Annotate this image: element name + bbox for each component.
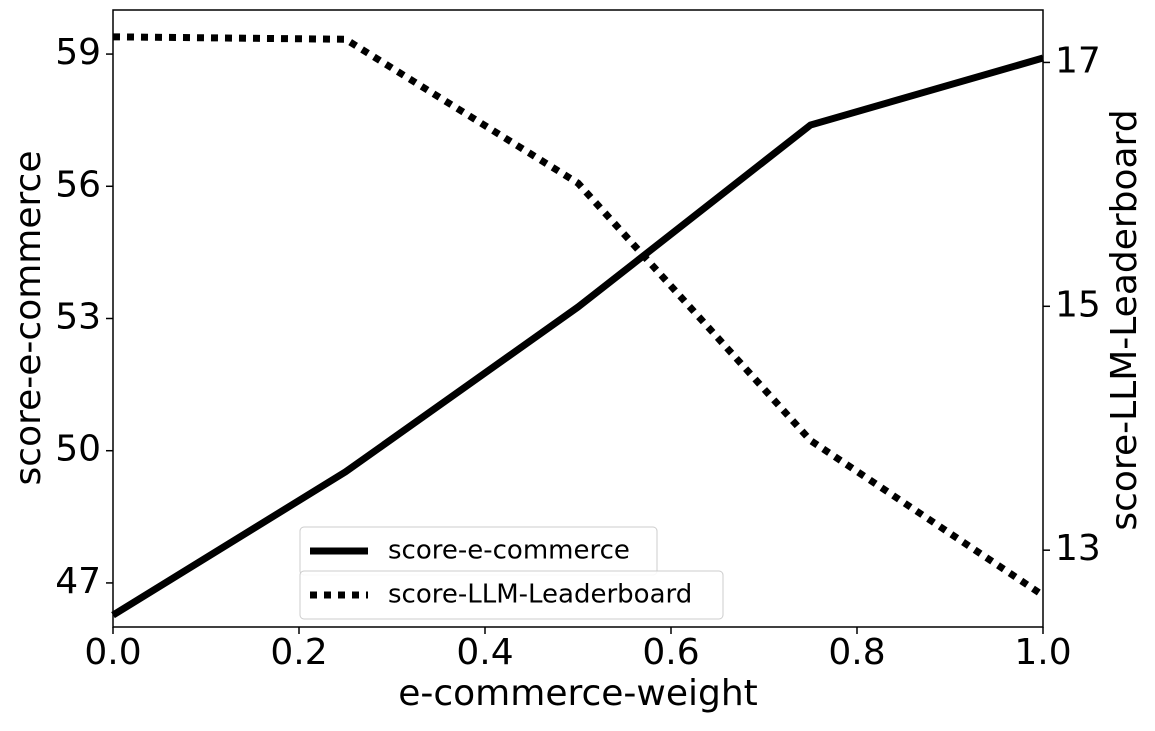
x-axis-label: e-commerce-weight — [398, 673, 758, 714]
x-tick-label: 1.0 — [1014, 632, 1071, 673]
y-tick-label: 56 — [55, 164, 101, 205]
y-tick-label: 50 — [55, 429, 101, 470]
legend-box — [299, 570, 724, 620]
y2-tick-label: 17 — [1055, 40, 1101, 81]
legend-label: score-LLM-Leaderboard — [388, 580, 692, 610]
y-tick-label: 59 — [55, 32, 101, 73]
plot-frame — [112, 9, 1044, 628]
y-tick-label: 53 — [55, 297, 101, 338]
x-tick-label: 0.2 — [270, 632, 327, 673]
series-line — [112, 33, 1045, 599]
y2-tick-label: 15 — [1055, 284, 1101, 325]
x-tick-label: 0.0 — [84, 632, 141, 673]
legend-label: score-e-commerce — [388, 536, 630, 566]
y2-axis-label: score-LLM-Leaderboard — [1104, 109, 1145, 530]
x-tick-label: 0.4 — [456, 632, 513, 673]
x-tick-label: 0.6 — [642, 632, 699, 673]
series-line — [111, 54, 1044, 619]
y-axis-label: score-e-commerce — [8, 151, 49, 486]
x-tick-label: 0.8 — [828, 632, 885, 673]
y2-tick-label: 13 — [1055, 528, 1101, 569]
y-tick-label: 47 — [55, 561, 101, 602]
